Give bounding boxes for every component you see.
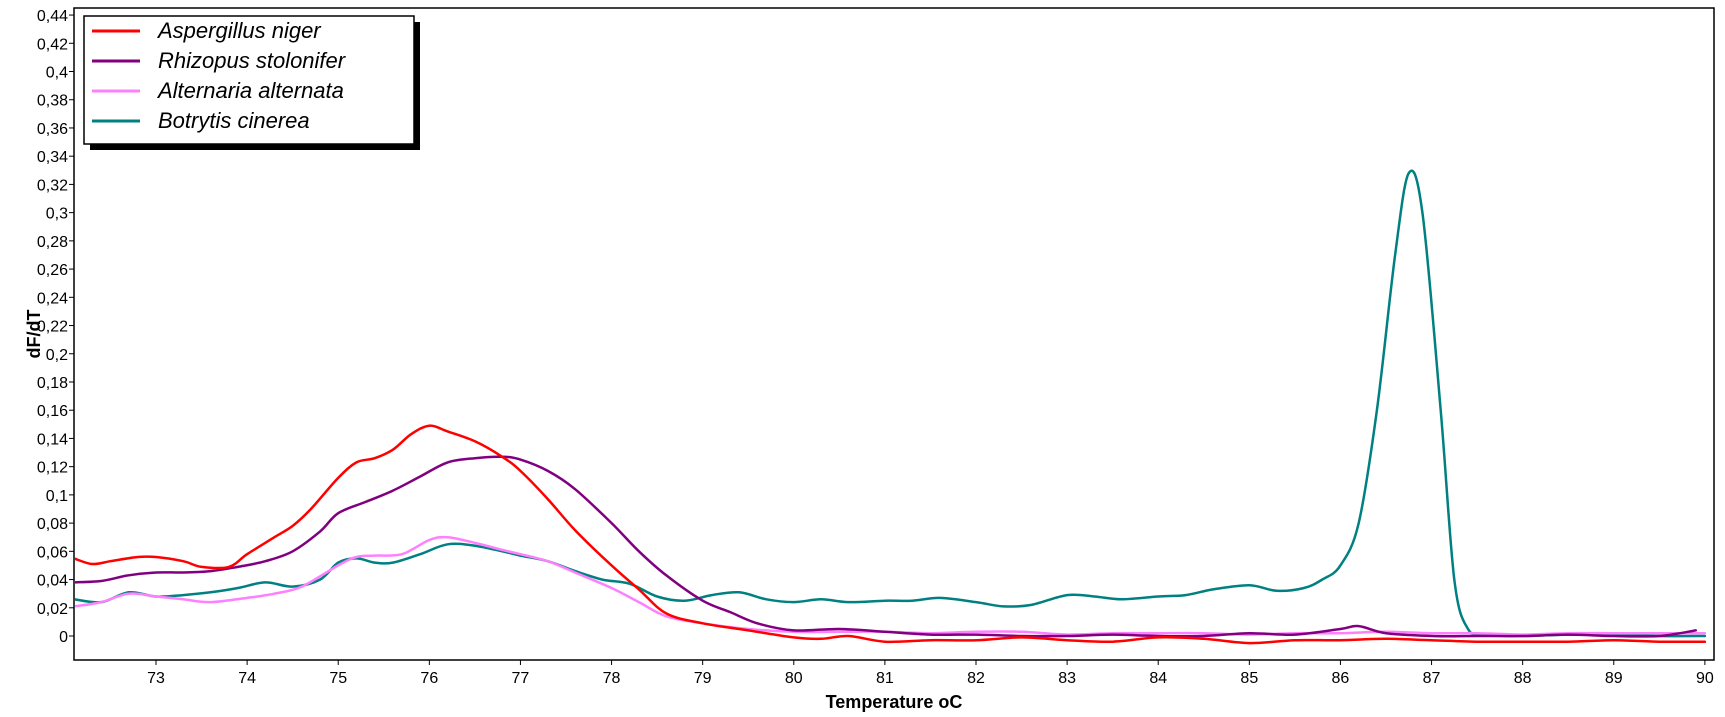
x-tick-label: 79 bbox=[694, 670, 712, 687]
series-line-aspergillus-niger bbox=[75, 424, 1707, 645]
series-line-rhizopus-stolonifer bbox=[75, 455, 1698, 638]
y-tick-label: 0,26 bbox=[37, 262, 68, 279]
y-tick-label: 0,16 bbox=[37, 403, 68, 420]
y-tick-label: 0,36 bbox=[37, 121, 68, 138]
series-layer bbox=[75, 169, 1707, 645]
y-tick-label: 0,24 bbox=[37, 290, 68, 307]
y-tick-label: 0,12 bbox=[37, 460, 68, 477]
legend-label-botrytis-cinerea: Botrytis cinerea bbox=[158, 108, 310, 133]
x-tick-label: 90 bbox=[1696, 670, 1714, 687]
y-tick-label: 0,18 bbox=[37, 375, 68, 392]
x-axis-title: Temperature oC bbox=[826, 692, 963, 712]
x-tick-label: 73 bbox=[147, 670, 165, 687]
y-tick-label: 0,08 bbox=[37, 516, 68, 533]
y-tick-label: 0,28 bbox=[37, 234, 68, 251]
x-tick-label: 89 bbox=[1605, 670, 1623, 687]
x-tick-label: 85 bbox=[1240, 670, 1258, 687]
y-tick-label: 0,3 bbox=[46, 206, 68, 223]
x-tick-label: 82 bbox=[967, 670, 985, 687]
y-tick-label: 0,34 bbox=[37, 149, 68, 166]
y-tick-label: 0,2 bbox=[46, 347, 68, 364]
y-axis-title: dF/dT bbox=[24, 310, 44, 359]
legend-label-rhizopus-stolonifer: Rhizopus stolonifer bbox=[158, 48, 347, 73]
x-tick-label: 83 bbox=[1058, 670, 1076, 687]
y-tick-label: 0,04 bbox=[37, 573, 68, 590]
y-tick-label: 0,44 bbox=[37, 8, 68, 25]
legend-label-alternaria-alternata: Alternaria alternata bbox=[156, 78, 344, 103]
x-tick-label: 75 bbox=[329, 670, 347, 687]
y-tick-label: 0,06 bbox=[37, 544, 68, 561]
y-tick-label: 0,42 bbox=[37, 36, 68, 53]
x-tick-label: 81 bbox=[876, 670, 894, 687]
y-tick-label: 0,38 bbox=[37, 93, 68, 110]
legend-label-aspergillus-niger: Aspergillus niger bbox=[156, 18, 322, 43]
y-tick-label: 0,02 bbox=[37, 601, 68, 618]
x-tick-label: 87 bbox=[1423, 670, 1441, 687]
y-tick-label: 0,1 bbox=[46, 488, 68, 505]
x-tick-label: 86 bbox=[1332, 670, 1350, 687]
x-axis: 73 74 75 76 77 78 79 80 81 82 83 84 85 86 87 88 89 90 bbox=[147, 660, 1714, 687]
x-tick-label: 74 bbox=[238, 670, 256, 687]
x-tick-label: 88 bbox=[1514, 670, 1532, 687]
y-tick-label: 0,4 bbox=[46, 65, 68, 82]
y-tick-label: 0 bbox=[59, 629, 68, 646]
y-tick-label: 0,32 bbox=[37, 177, 68, 194]
legend: Aspergillus niger Rhizopus stolonifer Alte… bbox=[83, 15, 420, 150]
x-tick-label: 76 bbox=[420, 670, 438, 687]
x-tick-label: 80 bbox=[785, 670, 803, 687]
x-tick-label: 78 bbox=[603, 670, 621, 687]
y-axis: 0 0,02 0,04 0,06 0,08 0,1 0,12 0,14 0,16 0,18 0,2 0… bbox=[37, 8, 74, 646]
y-tick-label: 0,22 bbox=[37, 319, 68, 336]
x-tick-label: 84 bbox=[1149, 670, 1167, 687]
y-tick-label: 0,14 bbox=[37, 431, 68, 448]
x-tick-label: 77 bbox=[512, 670, 530, 687]
legend-box bbox=[83, 15, 415, 145]
